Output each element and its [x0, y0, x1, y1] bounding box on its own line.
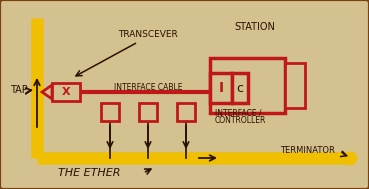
Text: I: I: [218, 81, 224, 95]
Bar: [232, 73, 248, 103]
Bar: [177, 103, 195, 121]
Bar: [210, 58, 285, 113]
Text: STATION: STATION: [235, 22, 275, 32]
Text: TERMINATOR: TERMINATOR: [280, 146, 335, 155]
Bar: [285, 63, 305, 108]
Text: X: X: [62, 87, 70, 97]
Text: THE ETHER: THE ETHER: [58, 168, 121, 178]
Text: INTERFACE CABLE: INTERFACE CABLE: [114, 83, 182, 92]
Text: TAP: TAP: [10, 85, 28, 95]
Text: c: c: [237, 81, 244, 94]
Bar: [139, 103, 157, 121]
Text: INTERFACE /: INTERFACE /: [215, 108, 262, 117]
Text: CONTROLLER: CONTROLLER: [215, 116, 266, 125]
Bar: [210, 73, 232, 103]
Bar: [101, 103, 119, 121]
Bar: [52, 83, 80, 101]
Text: TRANSCEVER: TRANSCEVER: [118, 30, 178, 39]
